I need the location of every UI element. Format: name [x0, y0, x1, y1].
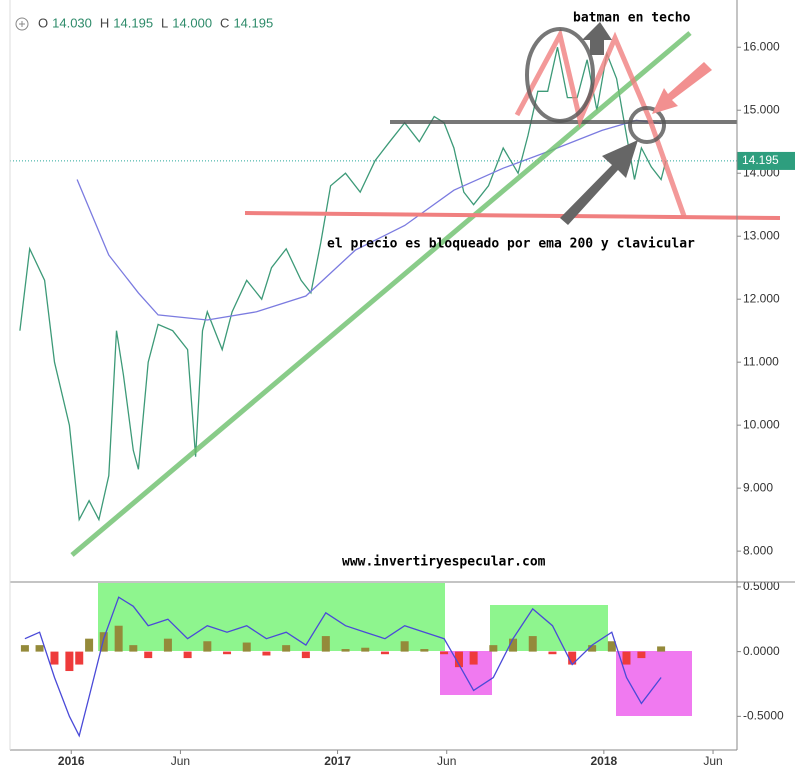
histogram-bar: [321, 636, 330, 652]
ohlc-label: L: [161, 15, 168, 30]
histogram-bar: [75, 651, 84, 665]
histogram-bar: [469, 651, 478, 665]
x-tick-label: 2016: [58, 754, 85, 768]
histogram-bar: [242, 642, 251, 652]
y-tick-label: 9.000: [743, 480, 773, 494]
y-tick-label: 13.000: [743, 228, 780, 242]
histogram-bar: [548, 651, 557, 655]
histogram-bar: [223, 651, 232, 655]
ohlc-value: 14.000: [172, 15, 212, 30]
price-line: [19, 47, 667, 522]
histogram-bar: [637, 651, 646, 659]
histogram-bar: [144, 651, 153, 659]
annotation: www.invertiryespecular.com: [342, 555, 546, 570]
histogram-bar: [114, 625, 123, 652]
y-tick-label: 0.5000: [743, 579, 780, 593]
x-tick-label: Jun: [703, 754, 722, 768]
header: O 14.030 H 14.195 L 14.000 C 14.195: [38, 15, 273, 30]
histogram-bar: [440, 651, 449, 655]
histogram-bar: [528, 636, 537, 652]
ohlc-value: 14.195: [233, 15, 273, 30]
x-tick-label: Jun: [171, 754, 190, 768]
histogram-bar: [85, 638, 94, 652]
y-tick-label: 16.000: [743, 39, 780, 53]
histogram-bar: [657, 646, 666, 652]
histogram-bar: [341, 649, 350, 652]
histogram-bar: [568, 651, 577, 665]
histogram-bar: [99, 632, 108, 652]
histogram-bar: [622, 651, 631, 665]
y-tick-label: 12.000: [743, 291, 780, 305]
ohlc-label: C: [220, 15, 229, 30]
histogram-bar: [262, 651, 271, 656]
x-tick-label: Jun: [437, 754, 456, 768]
highlight-box: [490, 605, 608, 651]
ema-line: [76, 119, 662, 321]
price-tag-label: 14.195: [742, 153, 779, 167]
histogram-bar: [509, 638, 518, 652]
y-tick-label: 11.000: [743, 354, 779, 368]
histogram-bar: [607, 641, 616, 652]
annotation: el precio es bloqueado por ema 200 y cla…: [327, 237, 695, 252]
highlight-box: [98, 583, 445, 651]
arrow: [582, 22, 612, 55]
histogram-bar: [301, 651, 310, 659]
histogram-bar: [282, 645, 291, 652]
arrow: [560, 140, 638, 225]
highlight-box: [440, 651, 492, 695]
neckline: [244, 211, 781, 220]
histogram-bar: [380, 651, 389, 655]
x-tick-label: 2018: [590, 754, 617, 768]
annotations: [70, 22, 781, 557]
histogram-bar: [163, 638, 172, 652]
y-tick-label: 10.000: [743, 417, 780, 431]
y-tick-label: -0.5000: [743, 709, 784, 723]
histogram-bar: [420, 649, 429, 652]
annotation: batman en techo: [573, 11, 691, 26]
histogram-bar: [65, 651, 74, 672]
y-tick-label: 8.000: [743, 543, 773, 557]
histogram-bar: [454, 651, 463, 668]
x-tick-label: 2017: [324, 754, 351, 768]
histogram-bar: [489, 645, 498, 652]
histogram-bar: [203, 641, 212, 652]
y-tick-label: 15.000: [743, 102, 780, 116]
macd-line: [24, 596, 662, 738]
ohlc-value: 14.195: [113, 15, 153, 30]
pattern-lines: [514, 28, 687, 217]
ohlc-label: O: [38, 15, 48, 30]
y-tick-label: 0.0000: [743, 644, 780, 658]
histogram-bar: [129, 645, 138, 652]
histogram-bar: [50, 651, 59, 665]
icon[interactable]: [15, 17, 29, 31]
circle: [628, 106, 666, 144]
price-tag: [737, 151, 795, 170]
arrow: [652, 62, 712, 114]
histogram-bar: [183, 651, 192, 659]
plot-area: 8.0009.00010.00011.00012.00013.00014.000…: [10, 39, 795, 768]
histogram-bar: [400, 641, 409, 652]
histogram-bar: [35, 645, 44, 652]
histogram-bar: [20, 645, 29, 652]
histogram-bar: [588, 645, 597, 652]
circle: [525, 27, 595, 123]
ohlc-value: 14.030: [52, 15, 92, 30]
histogram-bar: [361, 647, 370, 652]
ohlc-label: H: [100, 15, 109, 30]
